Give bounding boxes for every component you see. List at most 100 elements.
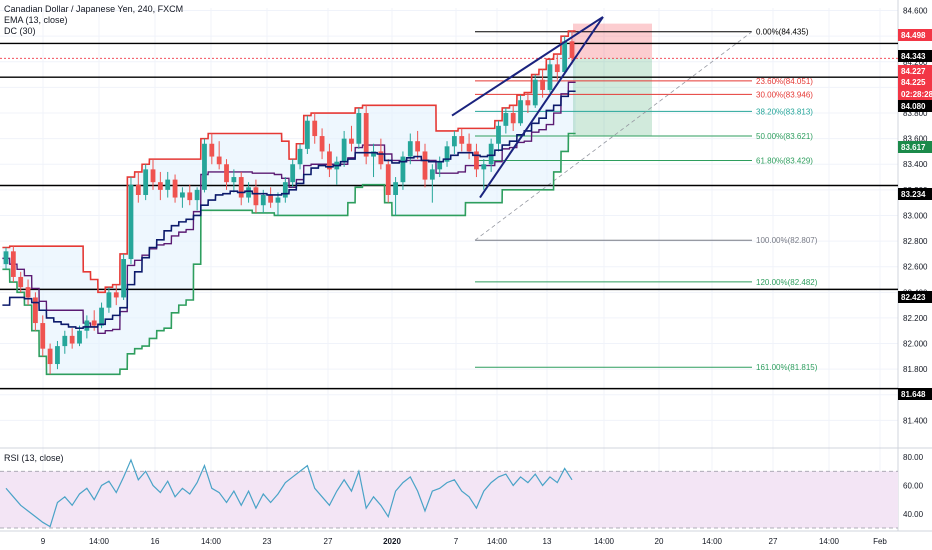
candle: [106, 287, 112, 313]
ema-line: [2, 90, 576, 329]
time-tick-label: 27: [324, 537, 333, 546]
candle: [282, 177, 288, 203]
candle: [202, 138, 207, 193]
horizontal-levels[interactable]: [0, 42, 898, 390]
fibonacci-retracement[interactable]: 0.00%(84.435) 23.60%(84.051) 30.00%(83.946…: [474, 28, 818, 373]
time-tick-label: 16: [151, 537, 160, 546]
candle-body: [209, 143, 215, 157]
price-badge-bg: [898, 100, 932, 112]
time-tick-label: 9: [41, 537, 46, 546]
price-badge-bg: [898, 29, 932, 41]
candle-body: [547, 64, 553, 90]
candle: [393, 177, 398, 216]
fib-level-label: 61.80%(83.429): [756, 157, 813, 166]
fib-level-label: 38.20%(83.813): [756, 107, 813, 116]
candle-body: [106, 292, 112, 308]
donchian-channel: [2, 30, 576, 376]
price-badge-bg: [898, 388, 932, 400]
candle-body: [253, 187, 259, 206]
wedge-upper-line: [451, 16, 604, 117]
time-axis[interactable]: 9 14:00 16 14:00 23 27 2020 7 14:00 13 14:00 20 14:0…: [41, 537, 888, 546]
candle: [157, 171, 163, 201]
candle-body: [407, 141, 413, 157]
candle-body: [268, 194, 274, 203]
price-badge-bg: [898, 76, 932, 88]
candle: [312, 113, 318, 144]
candle: [496, 120, 501, 152]
candle: [554, 54, 560, 80]
candle-body: [488, 143, 494, 165]
candle: [518, 95, 523, 126]
price-badge-label: 83.617: [901, 143, 926, 152]
time-tick-label: 14:00: [201, 537, 222, 546]
candle: [275, 192, 281, 216]
rsi-tick-label: 40.00: [903, 510, 924, 519]
candle-body: [224, 164, 229, 183]
candle-body: [562, 41, 568, 73]
candle-body: [282, 182, 288, 198]
price-badge-bg: [898, 50, 932, 62]
donchian-lower-line: [2, 132, 576, 376]
candle: [55, 340, 60, 370]
candle: [231, 169, 237, 193]
candle-body: [393, 182, 398, 195]
candle-body: [99, 307, 104, 326]
time-tick-label: 14:00: [819, 537, 840, 546]
time-tick-label: 14:00: [89, 537, 110, 546]
rsi-tick-label: 80.00: [903, 453, 924, 462]
candle-body: [459, 136, 465, 144]
candle-body: [466, 143, 472, 152]
candle-body: [135, 184, 141, 195]
candle: [429, 164, 435, 203]
candlestick-series: [3, 31, 575, 375]
rsi-pane: [0, 458, 898, 529]
rising-wedge-trendlines[interactable]: [451, 16, 604, 199]
candle: [290, 159, 296, 188]
candle-body: [319, 136, 325, 152]
candle-body: [569, 41, 575, 58]
candle: [422, 143, 428, 188]
candle: [25, 279, 31, 306]
candle-body: [165, 179, 171, 190]
price-badge-label: 84.225: [901, 78, 926, 87]
price-tick-label: 81.800: [903, 365, 928, 374]
candle: [349, 125, 354, 152]
candle: [18, 271, 24, 293]
candle: [341, 130, 347, 167]
time-tick-label: 7: [454, 537, 459, 546]
price-badge-label: 84.227: [901, 67, 926, 76]
candle: [444, 141, 450, 167]
rsi-tick-label: 60.00: [903, 481, 924, 490]
candle: [437, 156, 443, 178]
candle-body: [525, 100, 531, 106]
candle-body: [25, 287, 31, 298]
candle: [113, 284, 119, 306]
candle: [451, 130, 457, 154]
price-tick-label: 82.200: [903, 314, 928, 323]
candle-body: [69, 335, 75, 344]
candle-body: [312, 120, 318, 137]
price-tick-label: 82.000: [903, 340, 928, 349]
time-tick-label: 13: [543, 537, 552, 546]
candle: [503, 107, 509, 134]
short-position-tool[interactable]: [573, 23, 652, 137]
price-badge-label: 83.234: [901, 190, 926, 199]
dc-indicator-label: DC (30): [4, 26, 36, 36]
candle-body: [238, 177, 244, 198]
candle-body: [260, 194, 266, 206]
candle-body: [378, 151, 384, 165]
candle: [253, 179, 259, 213]
candle-body: [143, 169, 149, 195]
candle: [128, 177, 134, 265]
price-badge-bg: [898, 88, 932, 100]
price-badge-label: 82.423: [901, 293, 926, 302]
rsi-band: [0, 471, 898, 528]
candle-body: [77, 330, 82, 344]
candle-body: [363, 113, 369, 157]
price-axis[interactable]: 84.60084.40084.20084.00083.80083.60083.4…: [898, 7, 932, 519]
candle: [172, 174, 178, 203]
candle: [238, 171, 244, 206]
price-tick-label: 83.600: [903, 135, 928, 144]
candle: [209, 133, 215, 165]
